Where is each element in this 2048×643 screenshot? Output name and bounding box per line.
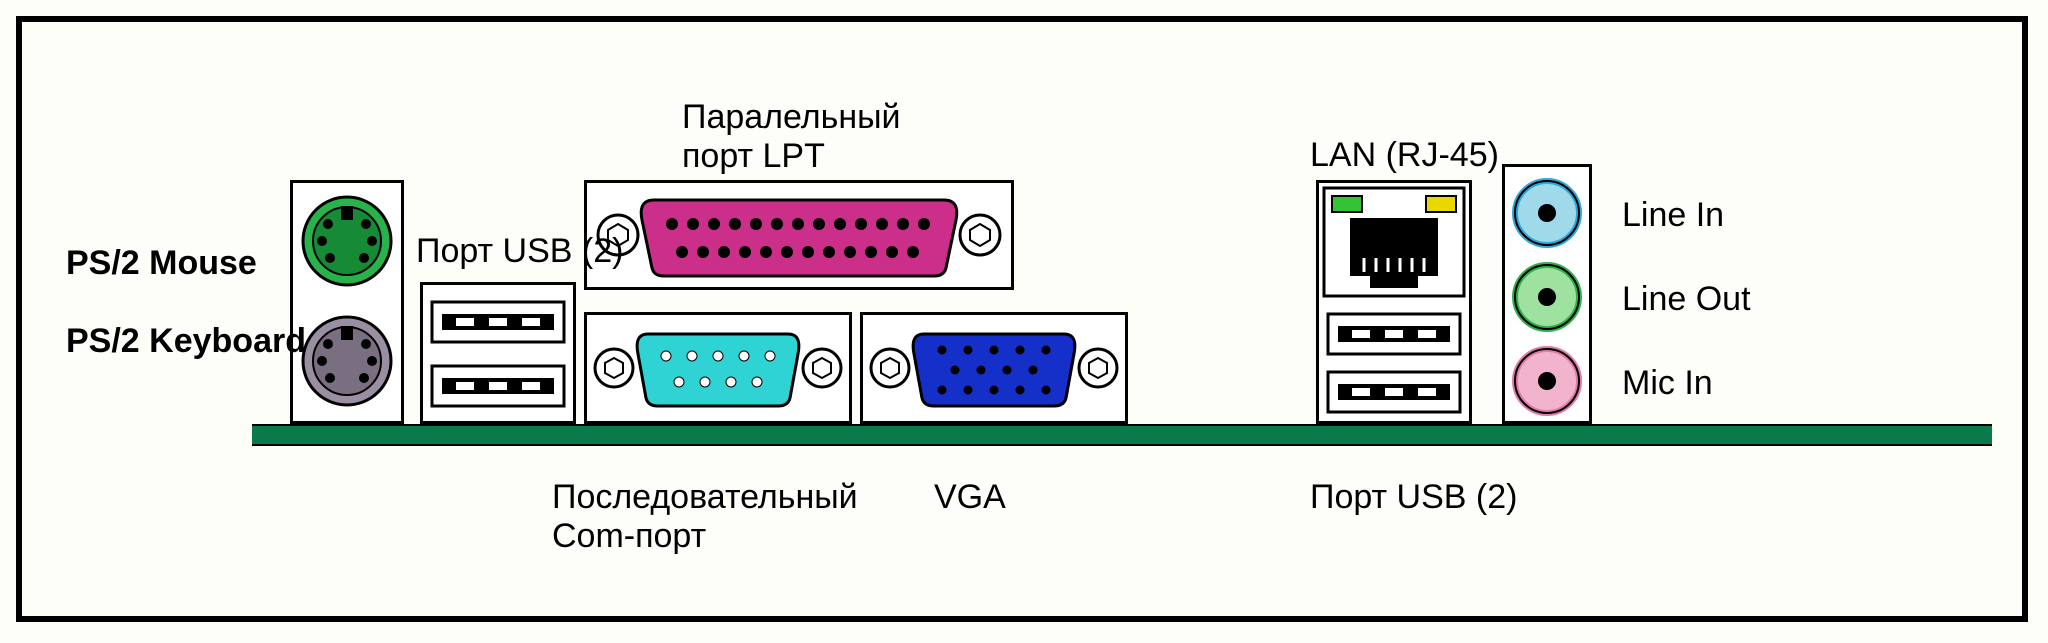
com-port bbox=[584, 312, 852, 424]
usb-port-1a bbox=[432, 302, 564, 342]
ps2-keyboard-port bbox=[298, 312, 396, 410]
label-line-out: Line Out bbox=[1622, 280, 1751, 319]
vga-port bbox=[860, 312, 1128, 424]
usb-port-1b bbox=[432, 366, 564, 406]
label-lan: LAN (RJ-45) bbox=[1310, 136, 1499, 175]
lpt-port bbox=[584, 180, 1014, 290]
label-line-in: Line In bbox=[1622, 196, 1724, 235]
label-usb-bottom: Порт USB (2) bbox=[1310, 478, 1517, 517]
label-ps2-mouse: PS/2 Mouse bbox=[66, 244, 257, 283]
diagram-frame: PS/2 Mouse PS/2 Keyboard Порт USB (2) Па… bbox=[16, 16, 2028, 622]
motherboard-edge bbox=[252, 424, 1992, 446]
ps2-mouse-port bbox=[298, 192, 396, 290]
lan-port bbox=[1324, 188, 1464, 296]
label-mic-in: Mic In bbox=[1622, 364, 1713, 403]
audio-mic-in-jack bbox=[1510, 344, 1584, 418]
label-com: Последовательный Com-порт bbox=[552, 478, 858, 556]
audio-line-out-jack bbox=[1510, 260, 1584, 334]
label-ps2-keyboard: PS/2 Keyboard bbox=[66, 322, 306, 361]
label-vga: VGA bbox=[934, 478, 1006, 517]
audio-line-in-jack bbox=[1510, 176, 1584, 250]
label-lpt: Паралельный порт LPT bbox=[682, 98, 901, 176]
usb-port-2a bbox=[1328, 314, 1460, 354]
usb-port-2b bbox=[1328, 372, 1460, 412]
label-usb-top: Порт USB (2) bbox=[416, 232, 623, 271]
